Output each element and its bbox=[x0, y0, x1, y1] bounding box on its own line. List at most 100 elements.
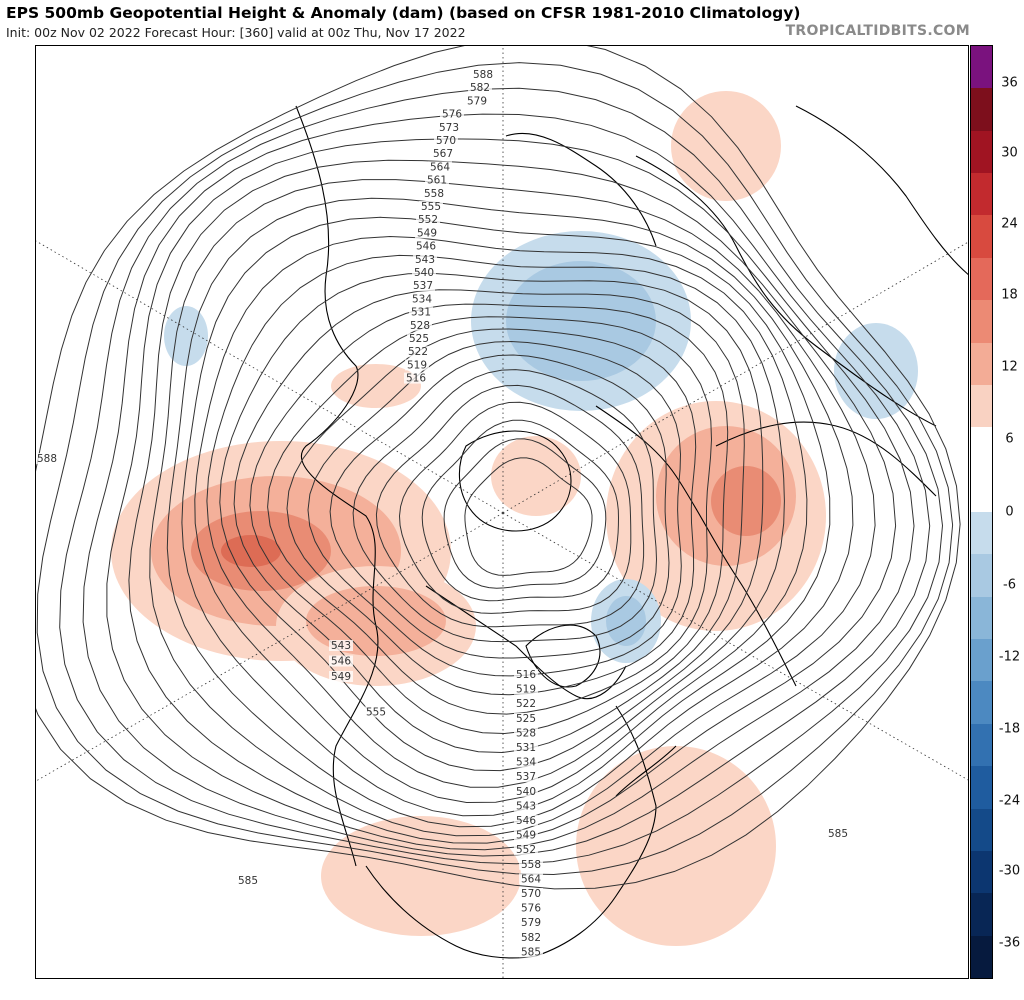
height-contours bbox=[36, 46, 961, 890]
colorbar-segment bbox=[971, 935, 992, 979]
contour-label-background bbox=[514, 800, 538, 812]
colorbar-segment bbox=[971, 384, 992, 428]
colorbar-tick-label: -18 bbox=[998, 721, 1021, 737]
map-subtitle: Init: 00z Nov 02 2022 Forecast Hour: [36… bbox=[6, 25, 466, 40]
height-contour-line bbox=[464, 457, 593, 576]
contour-label: 552 bbox=[418, 214, 438, 226]
contour-label: 588 bbox=[37, 453, 57, 465]
colorbar-tick-label: 24 bbox=[1001, 216, 1018, 232]
colorbar-segment bbox=[971, 893, 992, 937]
contour-label: 585 bbox=[521, 946, 541, 958]
colorbar-tick-label: -24 bbox=[998, 793, 1021, 809]
height-contour-line bbox=[106, 138, 915, 851]
contour-label-background bbox=[422, 187, 446, 199]
contour-label: 519 bbox=[516, 684, 536, 696]
contour-label: 585 bbox=[828, 828, 848, 840]
contour-label: 552 bbox=[516, 844, 536, 856]
contour-label-background bbox=[440, 108, 464, 120]
colorbar-segment bbox=[971, 850, 992, 894]
contour-label-background bbox=[437, 121, 461, 133]
colorbar-tick-label: -12 bbox=[998, 649, 1021, 665]
contour-label: 570 bbox=[521, 888, 541, 900]
contour-label: 537 bbox=[516, 771, 536, 783]
contour-label: 537 bbox=[413, 280, 433, 292]
height-contour-line bbox=[181, 216, 831, 817]
contour-label: 522 bbox=[408, 346, 428, 358]
coastlines bbox=[295, 105, 968, 959]
contour-label-background bbox=[416, 214, 440, 226]
colorbar-tick-label: -6 bbox=[1003, 577, 1016, 593]
contour-label-background bbox=[514, 727, 538, 739]
map-canvas: 5885825795765735705675645615585555525495… bbox=[36, 46, 968, 978]
contour-label-background bbox=[405, 359, 429, 371]
contour-label-background bbox=[414, 240, 438, 252]
colorbar-tick-label: 18 bbox=[1001, 287, 1018, 303]
source-watermark: TROPICALTIDBITS.COM bbox=[785, 23, 970, 39]
contour-label-background bbox=[514, 829, 538, 841]
contour-label: 531 bbox=[516, 742, 536, 754]
colorbar-segment bbox=[971, 342, 992, 386]
contour-label: 564 bbox=[521, 873, 541, 885]
contour-label: 555 bbox=[421, 201, 441, 213]
contour-label: 585 bbox=[238, 875, 258, 887]
contour-label-background bbox=[468, 82, 492, 94]
contour-label: 549 bbox=[331, 671, 351, 683]
contour-label: 555 bbox=[366, 707, 386, 719]
contour-label-background bbox=[407, 333, 431, 344]
height-contour-line bbox=[219, 272, 764, 772]
height-contour-line bbox=[286, 328, 697, 696]
colorbar-tick-label: 30 bbox=[1001, 145, 1018, 161]
contour-label-background bbox=[514, 815, 538, 826]
contour-label: 525 bbox=[516, 713, 536, 725]
contour-label-background bbox=[413, 253, 437, 265]
map-title: EPS 500mb Geopotential Height & Anomaly … bbox=[6, 4, 801, 22]
graticule-lines bbox=[36, 46, 968, 978]
contour-label: 582 bbox=[521, 932, 541, 944]
contour-label: 519 bbox=[407, 359, 427, 371]
contour-label: 564 bbox=[430, 161, 450, 173]
contour-label: 528 bbox=[410, 320, 430, 332]
contour-label-background bbox=[329, 655, 353, 667]
contour-label-background bbox=[434, 135, 458, 146]
contour-label: 567 bbox=[433, 148, 453, 160]
contour-label-background bbox=[408, 319, 432, 331]
contour-label-background bbox=[364, 706, 388, 718]
contour-label: 525 bbox=[409, 333, 429, 345]
contour-label-background bbox=[471, 69, 495, 80]
contour-label: 570 bbox=[436, 135, 456, 147]
height-contour-line bbox=[267, 316, 713, 715]
colorbar-tick-label: -36 bbox=[998, 935, 1021, 951]
colorbar-tick-label: -30 bbox=[998, 863, 1021, 879]
contour-label-background bbox=[514, 771, 538, 783]
contour-label-background bbox=[465, 95, 489, 107]
colorbar-segment bbox=[971, 766, 992, 810]
contour-label: 543 bbox=[415, 254, 435, 266]
contour-label: 588 bbox=[473, 69, 493, 81]
colorbar-segment bbox=[971, 215, 992, 259]
colorbar-segment bbox=[971, 596, 992, 640]
contour-label-background bbox=[519, 888, 543, 899]
contour-label: 534 bbox=[412, 293, 432, 305]
contour-label: 540 bbox=[414, 267, 434, 279]
contour-label: 549 bbox=[516, 830, 536, 842]
contour-label-background bbox=[411, 280, 435, 292]
contour-label-background bbox=[519, 858, 543, 870]
contour-label-background bbox=[419, 201, 443, 212]
contour-label-background bbox=[514, 712, 538, 724]
contour-label-background bbox=[519, 917, 543, 929]
contour-label: 516 bbox=[406, 373, 426, 385]
contour-label-background bbox=[406, 346, 430, 358]
contour-label-background bbox=[409, 306, 433, 318]
contour-label: 579 bbox=[521, 917, 541, 929]
contour-label-background bbox=[826, 828, 850, 839]
contour-label-background bbox=[236, 875, 260, 886]
colorbar-segment bbox=[971, 681, 992, 725]
colorbar-segment bbox=[971, 257, 992, 301]
height-contour-line bbox=[194, 235, 808, 804]
colorbar-segment bbox=[971, 46, 992, 89]
height-contour-line bbox=[206, 254, 785, 788]
contour-label: 546 bbox=[416, 241, 436, 253]
height-contour-line bbox=[307, 340, 682, 677]
height-contour-line bbox=[36, 46, 961, 890]
colorbar-segment bbox=[971, 173, 992, 216]
